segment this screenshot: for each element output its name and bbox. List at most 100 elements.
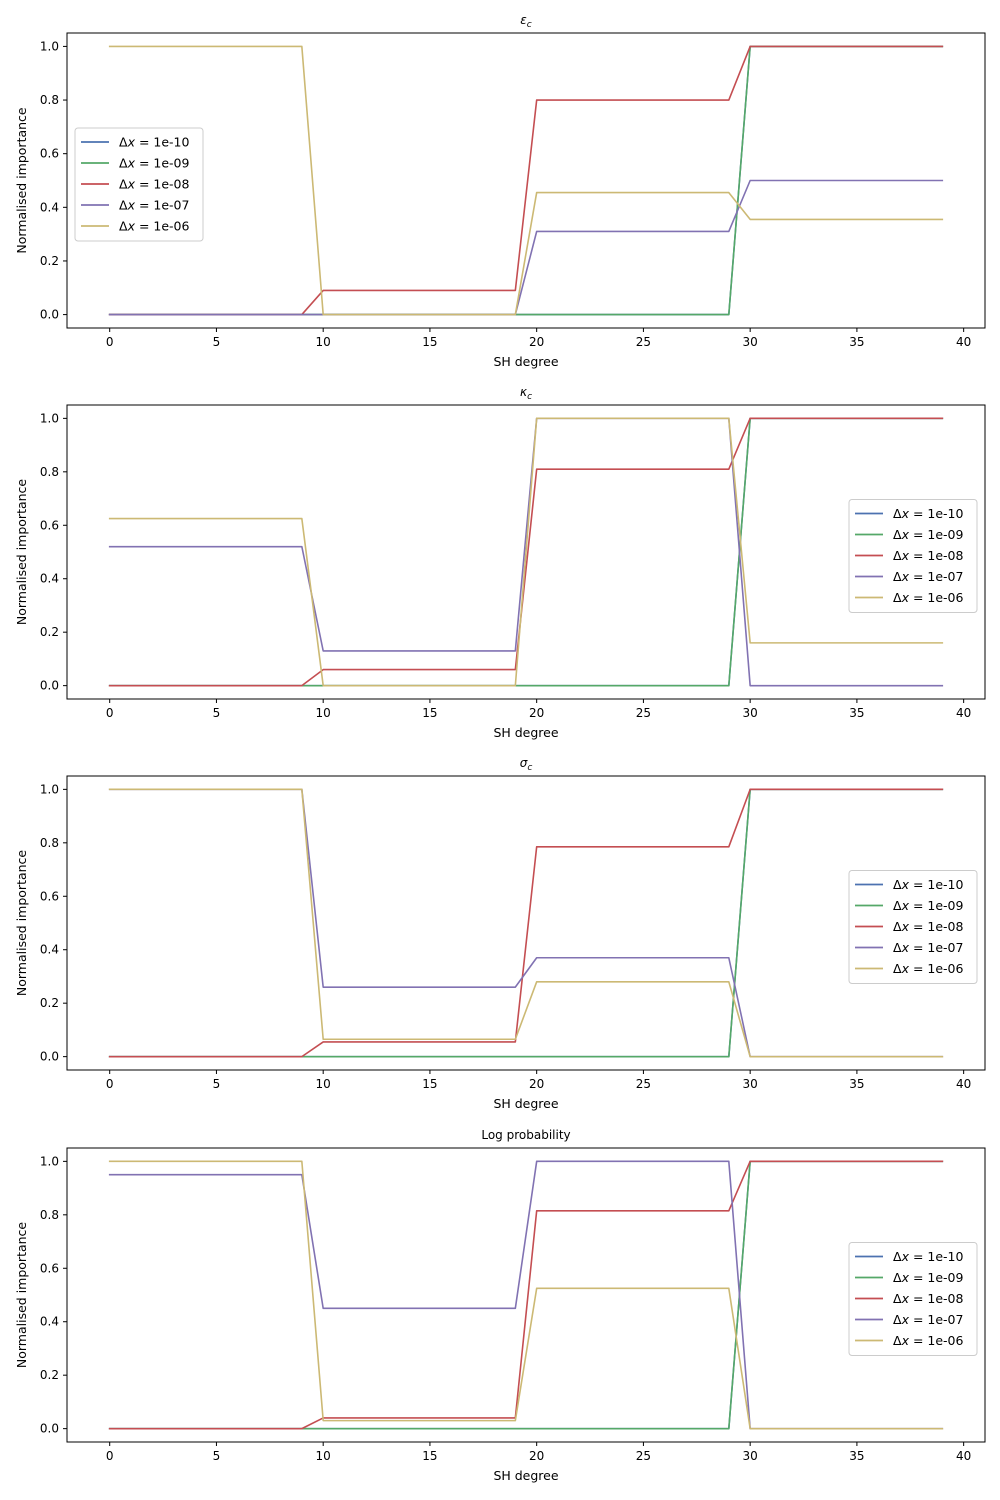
legend-entry: Δx = 1e-08 [893, 919, 963, 934]
x-tick-label: 0 [106, 335, 114, 349]
series-line-5 [108, 45, 944, 316]
subplot-1: 0 5 10 15 20 25 30 35 40 0.0 0.2 0.4 0.6 0.8 1.0 SH deg… [14, 13, 986, 369]
series-line-1 [108, 1160, 944, 1430]
y-tick-label: 0.0 [40, 1422, 59, 1436]
x-tick-label: 30 [743, 1077, 758, 1091]
x-axis-label: SH degree [493, 354, 558, 369]
plot-frame [66, 1147, 986, 1443]
x-tick-label: 25 [636, 1449, 651, 1463]
x-tick-label: 5 [213, 1449, 221, 1463]
y-tick-label: 0.2 [40, 254, 59, 268]
chart-title-main: κ [520, 385, 528, 399]
legend-entry: Δx = 1e-08 [893, 548, 963, 563]
x-tick-label: 35 [849, 1449, 864, 1463]
series-line-1 [108, 788, 944, 1058]
x-tick-label: 35 [849, 335, 864, 349]
y-axis-label: Normalised importance [14, 850, 29, 997]
x-tick-label: 30 [743, 335, 758, 349]
x-tick-label: 40 [956, 1449, 971, 1463]
legend-entry: Δx = 1e-09 [893, 1270, 963, 1285]
y-tick-label: 0.4 [40, 200, 59, 214]
series-line-4 [108, 179, 944, 316]
y-tick-label: 0.6 [40, 518, 59, 532]
x-tick-label: 20 [529, 706, 544, 720]
legend-entry: Δx = 1e-10 [893, 877, 963, 892]
legend-entry: Δx = 1e-06 [119, 219, 189, 234]
y-tick-label: 1.0 [40, 411, 59, 425]
legend-entry: Δx = 1e-08 [893, 1291, 963, 1306]
series-line-3 [108, 1160, 944, 1430]
x-axis-label: SH degree [493, 725, 558, 740]
chart-title-subscript: c [527, 392, 532, 402]
legend-entry: Δx = 1e-06 [893, 961, 963, 976]
chart-title-main: ε [520, 13, 527, 27]
subplot-4: 0 5 10 15 20 25 30 35 40 0.0 0.2 0.4 0.6 0.8 1.0 SH deg… [14, 1128, 986, 1483]
series-line-3 [108, 788, 944, 1058]
x-tick-label: 35 [849, 706, 864, 720]
x-tick-label: 10 [316, 1449, 331, 1463]
chart-title-subscript: c [527, 763, 532, 773]
x-tick-label: 15 [422, 335, 437, 349]
x-tick-label: 0 [106, 706, 114, 720]
x-tick-label: 15 [422, 1449, 437, 1463]
y-tick-label: 0.6 [40, 147, 59, 161]
x-axis-label: SH degree [493, 1096, 558, 1111]
y-tick-label: 0.6 [40, 1261, 59, 1275]
y-tick-label: 0.6 [40, 889, 59, 903]
legend-entry: Δx = 1e-07 [893, 940, 963, 955]
series-line-4 [108, 1160, 944, 1430]
legend-entry: Δx = 1e-09 [119, 156, 189, 171]
plot-frame [66, 404, 986, 700]
chart-title: Log probability [481, 1128, 570, 1142]
legend-entry: Δx = 1e-06 [893, 1333, 963, 1348]
y-axis-label: Normalised importance [14, 479, 29, 626]
y-tick-label: 0.0 [40, 1050, 59, 1064]
plot-frame [66, 775, 986, 1071]
y-tick-label: 1.0 [40, 782, 59, 796]
x-tick-label: 5 [213, 706, 221, 720]
series-line-2 [108, 1160, 944, 1430]
chart-title: κc [520, 385, 532, 402]
y-tick-label: 0.4 [40, 943, 59, 957]
legend-frame [848, 1242, 978, 1356]
y-tick-label: 0.0 [40, 679, 59, 693]
y-tick-label: 0.2 [40, 1368, 59, 1382]
series-line-3 [108, 417, 944, 687]
x-tick-label: 20 [529, 1449, 544, 1463]
chart-title-main: σ [520, 756, 528, 770]
y-axis-label: Normalised importance [14, 1222, 29, 1369]
x-tick-label: 20 [529, 335, 544, 349]
x-tick-label: 0 [106, 1077, 114, 1091]
legend-entry: Δx = 1e-07 [893, 1312, 963, 1327]
x-tick-label: 10 [316, 1077, 331, 1091]
y-tick-label: 0.8 [40, 93, 59, 107]
legend: Δx = 1e-10 Δx = 1e-09 Δx = 1e-08 Δx = 1e-07… [848, 870, 978, 984]
series-line-2 [108, 788, 944, 1058]
y-tick-label: 0.2 [40, 996, 59, 1010]
y-tick-label: 0.8 [40, 465, 59, 479]
legend: Δx = 1e-10 Δx = 1e-09 Δx = 1e-08 Δx = 1e-07… [848, 499, 978, 613]
x-tick-label: 15 [422, 1077, 437, 1091]
x-tick-label: 5 [213, 335, 221, 349]
y-tick-label: 0.0 [40, 308, 59, 322]
x-tick-label: 40 [956, 706, 971, 720]
legend-entry: Δx = 1e-10 [893, 1249, 963, 1264]
series-line-2 [108, 417, 944, 687]
x-tick-label: 10 [316, 335, 331, 349]
x-tick-label: 10 [316, 706, 331, 720]
series-line-3 [108, 45, 944, 316]
chart-title: εc [520, 13, 532, 30]
x-tick-label: 25 [636, 1077, 651, 1091]
x-tick-label: 20 [529, 1077, 544, 1091]
legend: Δx = 1e-10 Δx = 1e-09 Δx = 1e-08 Δx = 1e-07… [74, 127, 204, 242]
y-tick-label: 0.2 [40, 625, 59, 639]
chart-title-main: Log probability [481, 1128, 570, 1142]
legend-entry: Δx = 1e-07 [119, 198, 189, 213]
legend-entry: Δx = 1e-09 [893, 898, 963, 913]
plot-frame [66, 32, 986, 329]
legend-entry: Δx = 1e-07 [893, 569, 963, 584]
series-line-5 [108, 1160, 944, 1430]
series-line-4 [108, 788, 944, 1058]
x-axis-label: SH degree [493, 1468, 558, 1483]
